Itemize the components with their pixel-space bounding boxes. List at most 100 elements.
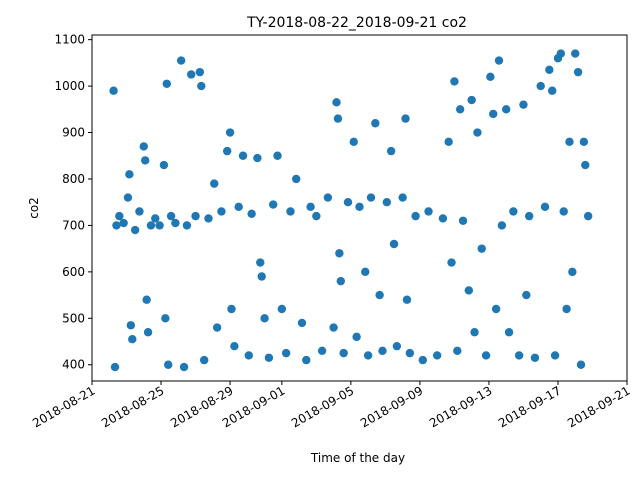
data-point-64: [335, 249, 344, 258]
data-point-131: [583, 211, 593, 221]
data-point-52: [281, 348, 291, 358]
data-point-86: [418, 355, 427, 365]
data-point-80: [392, 341, 402, 351]
data-point-119: [550, 351, 560, 360]
data-point-17: [155, 221, 164, 230]
data-point-19: [161, 314, 170, 323]
x-tick-label: 2018-08-25: [99, 383, 166, 430]
data-point-22: [166, 211, 176, 221]
data-points: [109, 49, 593, 372]
data-point-2: [112, 221, 121, 230]
y-tick-label: 500: [62, 311, 85, 325]
data-point-92: [450, 77, 459, 86]
data-point-129: [579, 137, 589, 147]
y-tick-label: 900: [62, 126, 85, 140]
data-point-75: [375, 290, 384, 300]
data-point-99: [473, 128, 482, 137]
x-axis-label: Time of the day: [310, 451, 405, 465]
data-point-121: [556, 49, 566, 58]
data-point-108: [504, 328, 514, 337]
data-point-16: [151, 214, 160, 223]
data-point-68: [349, 137, 358, 147]
data-point-97: [467, 95, 476, 105]
data-point-30: [197, 81, 206, 91]
x-tick-label: 2018-09-13: [427, 383, 494, 430]
data-point-11: [139, 142, 148, 151]
y-axis: 400 500 600 700 800 900 1000 1100: [54, 33, 92, 372]
data-point-1: [110, 362, 120, 372]
data-point-62: [332, 98, 341, 107]
data-point-98: [470, 328, 479, 337]
data-point-66: [339, 348, 348, 358]
y-axis-label: co2: [27, 197, 41, 219]
data-point-114: [530, 353, 540, 362]
data-point-87: [424, 207, 433, 216]
data-point-127: [573, 67, 583, 77]
y-tick-label: 400: [62, 358, 85, 372]
data-point-74: [371, 119, 380, 128]
data-point-61: [329, 323, 338, 332]
x-axis: 2018-08-21 2018-08-25 2018-08-292018-09-01…: [30, 381, 633, 430]
data-point-90: [444, 137, 453, 147]
data-point-25: [179, 362, 189, 372]
data-point-111: [519, 100, 528, 109]
data-point-84: [405, 348, 415, 358]
data-point-31: [199, 355, 209, 365]
data-point-36: [222, 146, 232, 156]
data-point-40: [234, 202, 243, 212]
data-point-50: [273, 151, 282, 160]
data-point-27: [187, 70, 196, 79]
data-point-37: [225, 128, 235, 137]
data-point-65: [336, 276, 345, 286]
data-point-33: [210, 179, 219, 188]
data-point-5: [123, 193, 133, 202]
data-point-100: [477, 244, 486, 253]
data-point-51: [277, 304, 287, 314]
data-point-102: [486, 72, 495, 82]
data-point-106: [497, 221, 507, 230]
data-point-49: [269, 200, 278, 209]
data-point-72: [363, 351, 373, 360]
data-point-46: [257, 272, 266, 281]
data-point-78: [386, 146, 396, 156]
data-point-0: [109, 86, 118, 95]
data-point-105: [494, 56, 504, 65]
data-point-71: [361, 267, 370, 277]
data-point-34: [212, 323, 222, 332]
data-point-109: [509, 207, 518, 216]
data-point-56: [302, 355, 311, 365]
data-point-15: [146, 221, 156, 230]
data-point-38: [227, 304, 236, 314]
data-point-96: [464, 286, 473, 295]
data-point-122: [559, 207, 568, 216]
data-point-20: [162, 79, 171, 88]
data-point-79: [389, 239, 399, 249]
data-point-89: [438, 214, 448, 223]
data-point-39: [230, 341, 239, 351]
data-point-77: [382, 197, 392, 207]
data-point-101: [481, 351, 491, 360]
data-point-35: [217, 207, 226, 216]
data-point-43: [247, 209, 256, 219]
data-point-73: [366, 193, 376, 202]
data-point-42: [244, 351, 253, 360]
data-point-24: [176, 56, 186, 65]
data-point-103: [489, 109, 498, 119]
data-point-76: [378, 346, 387, 356]
chart-title: TY-2018-08-22_2018-09-21 co2: [246, 15, 467, 31]
x-tick-label: 2018-09-17: [496, 383, 563, 430]
data-point-3: [115, 211, 124, 221]
data-point-83: [402, 295, 412, 304]
data-point-57: [306, 202, 315, 212]
y-tick-label: 1100: [54, 33, 85, 47]
data-point-70: [355, 202, 364, 212]
data-point-118: [548, 86, 557, 95]
y-tick-label: 800: [62, 172, 85, 186]
data-point-14: [143, 328, 153, 337]
data-point-8: [128, 335, 137, 344]
data-point-123: [562, 304, 571, 314]
data-point-59: [317, 346, 327, 356]
data-point-94: [455, 105, 465, 114]
x-tick-label: 2018-09-21: [565, 383, 632, 430]
